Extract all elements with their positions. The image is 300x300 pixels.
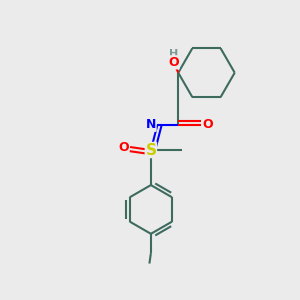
Text: O: O [118,140,129,154]
Text: O: O [169,56,179,69]
Text: S: S [146,142,156,158]
Text: H: H [169,49,178,59]
Text: O: O [202,118,213,131]
Text: N: N [146,118,156,131]
